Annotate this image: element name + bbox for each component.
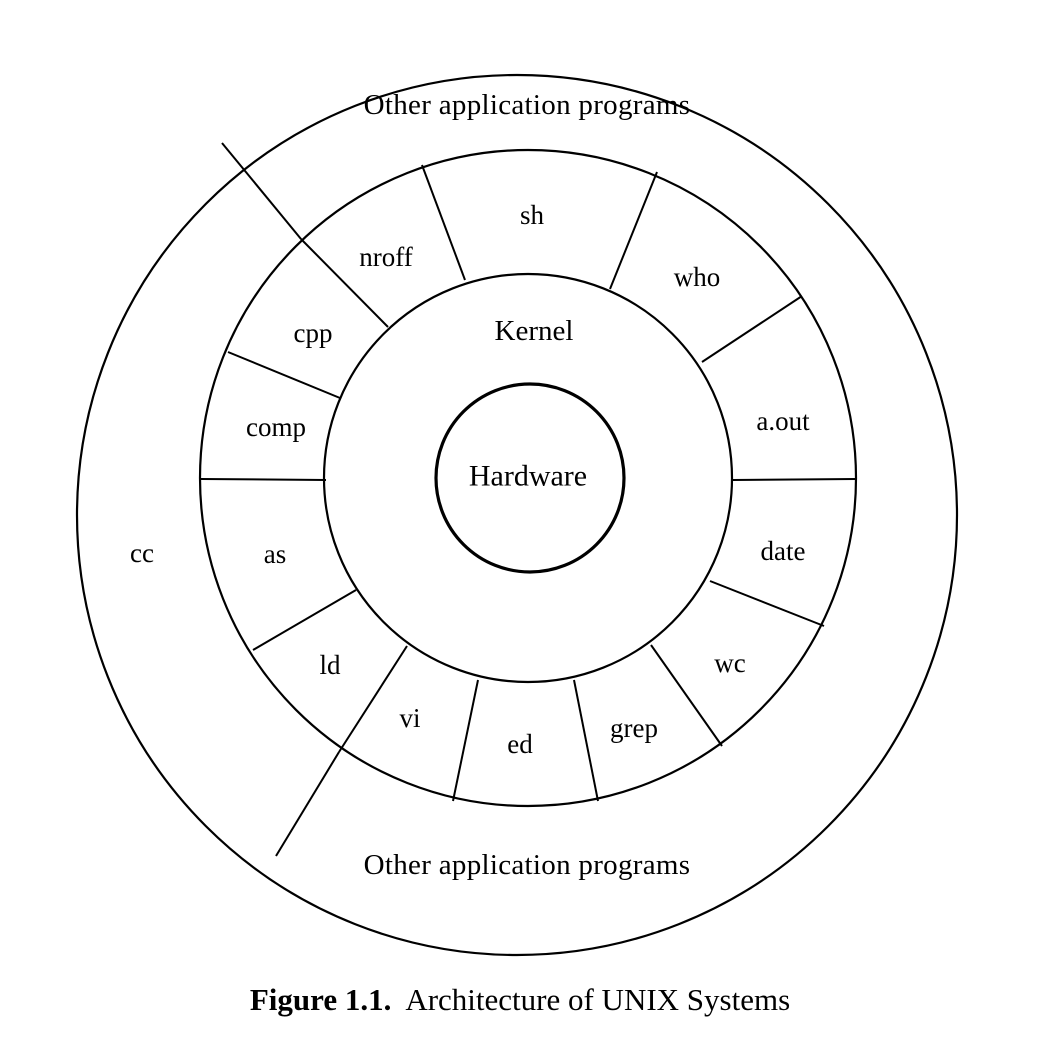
divider-nroff-sh [422,165,465,280]
divider-sh-who [610,172,657,289]
hardware-label: Hardware [469,460,587,493]
divider-grep-ed [574,680,598,801]
utility-label-wc: wc [714,648,745,678]
cc-label: cc [130,538,154,568]
divider-ld-as [253,590,356,650]
utility-label-sh: sh [520,200,545,230]
divider-aout-date [733,479,856,480]
utility-label-who: who [674,262,721,292]
utility-label-ed: ed [507,729,533,759]
utility-label-aout: a.out [756,406,810,436]
app-programs-top-label: Other application programs [364,89,691,121]
figure-title: Architecture of UNIX Systems [405,982,790,1017]
app-programs-bottom-label: Other application programs [364,849,691,881]
divider-cc-bottom [276,752,339,856]
divider-as-comp [201,479,326,480]
divider-ed-vi [453,680,478,801]
kernel-label: Kernel [495,315,574,347]
utility-label-ld: ld [319,650,341,680]
utility-label-comp: comp [246,412,306,442]
figure-number: Figure 1.1. [250,982,392,1017]
divider-comp-cpp [228,352,340,398]
unix-architecture-diagram: Other application programs Other applica… [0,0,1040,970]
utility-label-nroff: nroff [359,242,413,272]
utility-label-as: as [264,539,287,569]
utility-label-cpp: cpp [294,318,333,348]
divider-vi-ld [339,646,407,752]
utility-label-date: date [761,536,806,566]
divider-who-aout [702,296,802,362]
utility-label-grep: grep [610,713,658,743]
utility-label-vi: vi [399,703,420,733]
divider-wc-grep [651,645,722,746]
divider-date-wc [710,581,824,626]
figure-caption: Figure 1.1. Architecture of UNIX Systems [0,982,1040,1018]
outer-ring [77,75,957,955]
